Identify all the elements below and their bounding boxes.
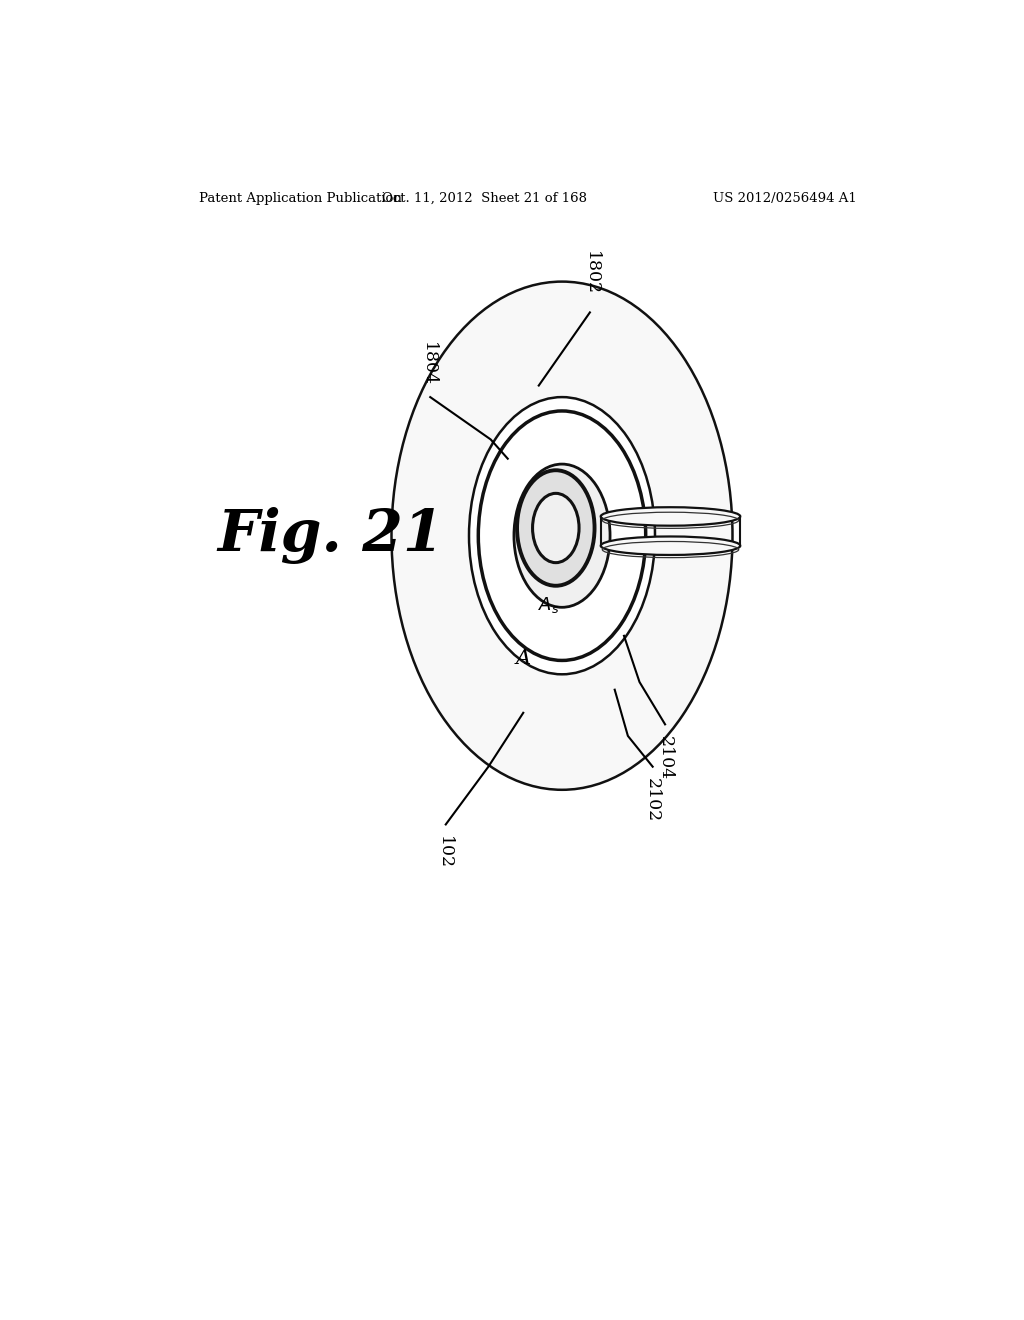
- Text: US 2012/0256494 A1: US 2012/0256494 A1: [713, 191, 856, 205]
- Text: 2104: 2104: [656, 737, 674, 780]
- Text: 1804: 1804: [420, 342, 437, 385]
- Ellipse shape: [517, 470, 595, 586]
- Ellipse shape: [514, 465, 610, 607]
- Ellipse shape: [601, 507, 740, 525]
- Text: $A_s$: $A_s$: [538, 595, 559, 615]
- Text: 2102: 2102: [644, 779, 662, 822]
- Text: Oct. 11, 2012  Sheet 21 of 168: Oct. 11, 2012 Sheet 21 of 168: [382, 191, 587, 205]
- Text: A: A: [516, 649, 530, 668]
- Text: Patent Application Publication: Patent Application Publication: [200, 191, 402, 205]
- Text: 1802: 1802: [583, 251, 600, 296]
- Ellipse shape: [532, 494, 579, 562]
- Ellipse shape: [391, 281, 732, 789]
- Ellipse shape: [469, 397, 655, 675]
- Text: Fig. 21: Fig. 21: [217, 507, 443, 564]
- Ellipse shape: [601, 536, 740, 554]
- Text: 102: 102: [435, 836, 453, 869]
- Ellipse shape: [478, 411, 646, 660]
